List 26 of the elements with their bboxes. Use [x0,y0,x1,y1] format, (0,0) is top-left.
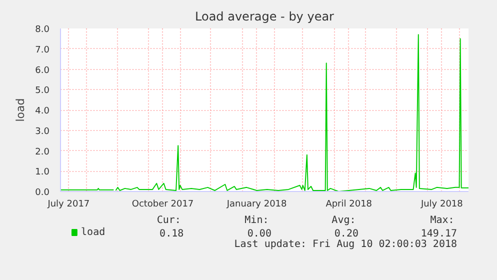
text: Max: [430,215,454,226]
x-tick-label: April 2018 [326,200,372,210]
x-tick-label: October 2017 [132,200,194,210]
y-tick-label: 4.0 [35,106,50,116]
x-tick-label: July 2018 [420,200,464,210]
y-tick-label: 2.0 [35,147,50,158]
y-tick-label: 6.0 [35,66,50,76]
y-tick-label: 7.0 [35,45,50,56]
text: 149.17 [420,228,458,240]
text: 0.00 [247,228,272,240]
text: 0.18 [160,228,184,240]
text: 0.20 [334,228,359,240]
x-tick-label: July 2017 [46,200,90,210]
text: Min: [244,215,269,226]
x-tick-label: January 2018 [226,200,288,210]
chart-title: Load average - by year [195,10,334,24]
legend-label: load [81,227,106,238]
y-tick-label: 3.0 [35,126,50,137]
text: Last update: Fri Aug 10 02:00:03 2018 [234,239,458,250]
text: Cur: [156,215,181,226]
y-tick-label: 5.0 [35,86,50,96]
y-axis-title: load [14,98,28,122]
y-tick-label: 8.0 [35,25,50,35]
text: Avg: [332,215,356,226]
y-tick-label: 1.0 [35,168,50,178]
y-tick-label: 0.0 [35,188,50,198]
